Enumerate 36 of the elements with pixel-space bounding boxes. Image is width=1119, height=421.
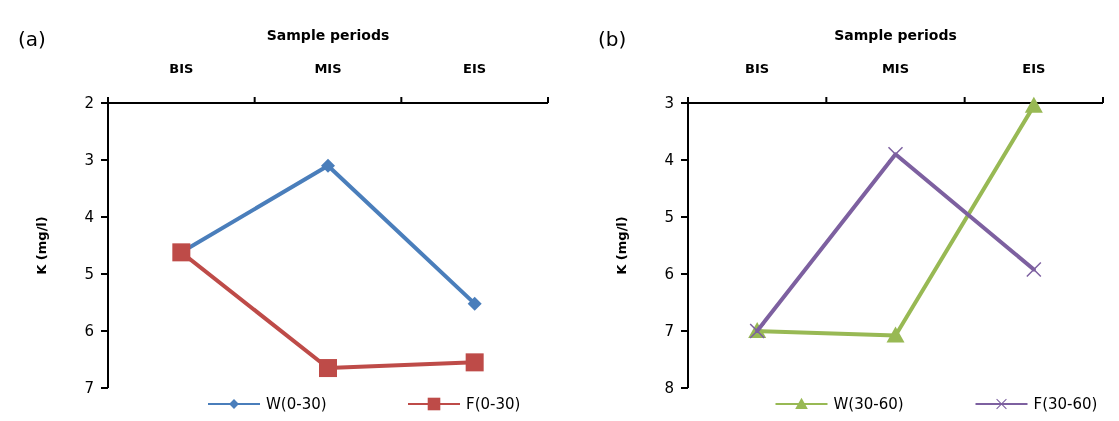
- point: [467, 296, 482, 311]
- y-tick-label: 4: [664, 151, 674, 170]
- x-tick-label: EIS: [463, 61, 487, 76]
- legend-label: F(30-60): [1033, 395, 1098, 414]
- x-tick-label: MIS: [314, 61, 342, 76]
- x-tick-label: MIS: [881, 61, 910, 76]
- point: [465, 353, 484, 372]
- point: [321, 158, 335, 173]
- y-tick-label: 8: [664, 379, 674, 398]
- y-tick-label: 5: [664, 208, 674, 227]
- y-tick-label: 6: [84, 322, 94, 341]
- point: [319, 359, 337, 378]
- legend-label: W(0-30): [266, 395, 327, 414]
- y-tick-label: 6: [664, 265, 674, 284]
- point: [1024, 96, 1043, 113]
- chart-title: (b): [598, 27, 627, 51]
- y-axis-title: K (mg/l): [34, 216, 49, 275]
- y-tick-label: 7: [664, 322, 674, 341]
- point: [887, 146, 904, 163]
- y-tick-label: 3: [664, 94, 674, 113]
- legend-label: W(30-60): [833, 395, 904, 414]
- y-tick-label: 2: [84, 94, 94, 113]
- legend-label: F(0-30): [466, 395, 521, 414]
- point: [1026, 261, 1042, 278]
- x-tick-label: BIS: [169, 61, 194, 76]
- y-tick-label: 5: [84, 265, 94, 284]
- point: [886, 326, 905, 343]
- x-tick-label: BIS: [745, 61, 770, 76]
- x-axis-title: Sample periods: [266, 27, 390, 43]
- chart-title: (a): [18, 27, 46, 51]
- x-axis-title: Sample periods: [834, 27, 957, 43]
- y-tick-label: 3: [84, 151, 94, 170]
- y-axis-title: K (mg/l): [614, 216, 629, 275]
- x-tick-label: EIS: [1022, 61, 1046, 76]
- y-tick-label: 7: [84, 379, 94, 398]
- y-tick-label: 4: [84, 208, 94, 227]
